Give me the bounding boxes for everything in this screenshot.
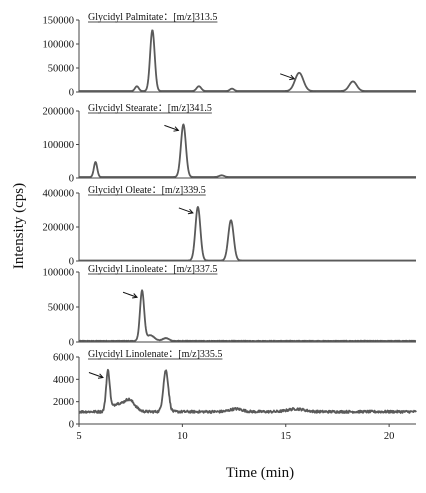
y-tick-label: 0 xyxy=(69,257,74,268)
peak-arrow-head xyxy=(187,208,194,215)
y-tick-label: 400000 xyxy=(43,189,75,200)
x-tick-label: 15 xyxy=(280,431,291,442)
peak-arrow xyxy=(88,372,104,378)
peak-arrow xyxy=(164,124,179,131)
y-tick-label: 200000 xyxy=(43,223,75,234)
y-tick-label: 50000 xyxy=(48,303,74,314)
y-tick-label: 100000 xyxy=(43,268,75,279)
y-tick-label: 100000 xyxy=(43,40,75,51)
y-tick-label: 100000 xyxy=(43,140,75,151)
y-tick-label: 0 xyxy=(69,420,74,431)
peak-arrow xyxy=(280,73,295,80)
peak-arrow-head xyxy=(97,373,104,379)
y-tick-label: 200000 xyxy=(43,107,75,118)
y-tick-label: 4000 xyxy=(53,375,74,386)
y-axis-title: Intensity (cps) xyxy=(11,183,27,269)
y-tick-label: 0 xyxy=(69,174,74,185)
x-tick-label: 10 xyxy=(177,431,188,442)
chromatogram-trace xyxy=(78,206,417,262)
panel-title: Glycidyl Linolenate：[m/z]335.5 xyxy=(88,349,222,360)
y-tick-label: 2000 xyxy=(53,397,74,408)
x-tick-label: 20 xyxy=(384,431,395,442)
y-tick-label: 150000 xyxy=(43,16,75,27)
y-tick-label: 0 xyxy=(69,88,74,99)
x-axis-title: Time (min) xyxy=(226,465,294,481)
chromatogram-trace xyxy=(78,123,417,178)
y-tick-label: 0 xyxy=(69,338,74,349)
x-tick-label: 5 xyxy=(76,431,81,442)
panel-title: Glycidyl Palmitate：[m/z]313.5 xyxy=(88,12,217,23)
panel-title: Glycidyl Oleate：[m/z]339.5 xyxy=(88,185,206,196)
chromatogram-trace xyxy=(78,29,417,92)
peak-arrow-head xyxy=(173,126,180,132)
y-tick-label: 6000 xyxy=(53,353,74,364)
peak-arrow xyxy=(122,291,138,298)
y-tick-label: 50000 xyxy=(48,64,74,75)
panel-title: Glycidyl Linoleate：[m/z]337.5 xyxy=(88,264,217,275)
chromatogram-trace xyxy=(78,289,417,343)
peak-arrow-head xyxy=(132,293,139,299)
peak-arrow xyxy=(178,207,194,214)
chromatogram-trace xyxy=(78,368,417,414)
panel-title: Glycidyl Stearate：[m/z]341.5 xyxy=(88,103,212,114)
peak-arrow-head xyxy=(289,74,296,81)
